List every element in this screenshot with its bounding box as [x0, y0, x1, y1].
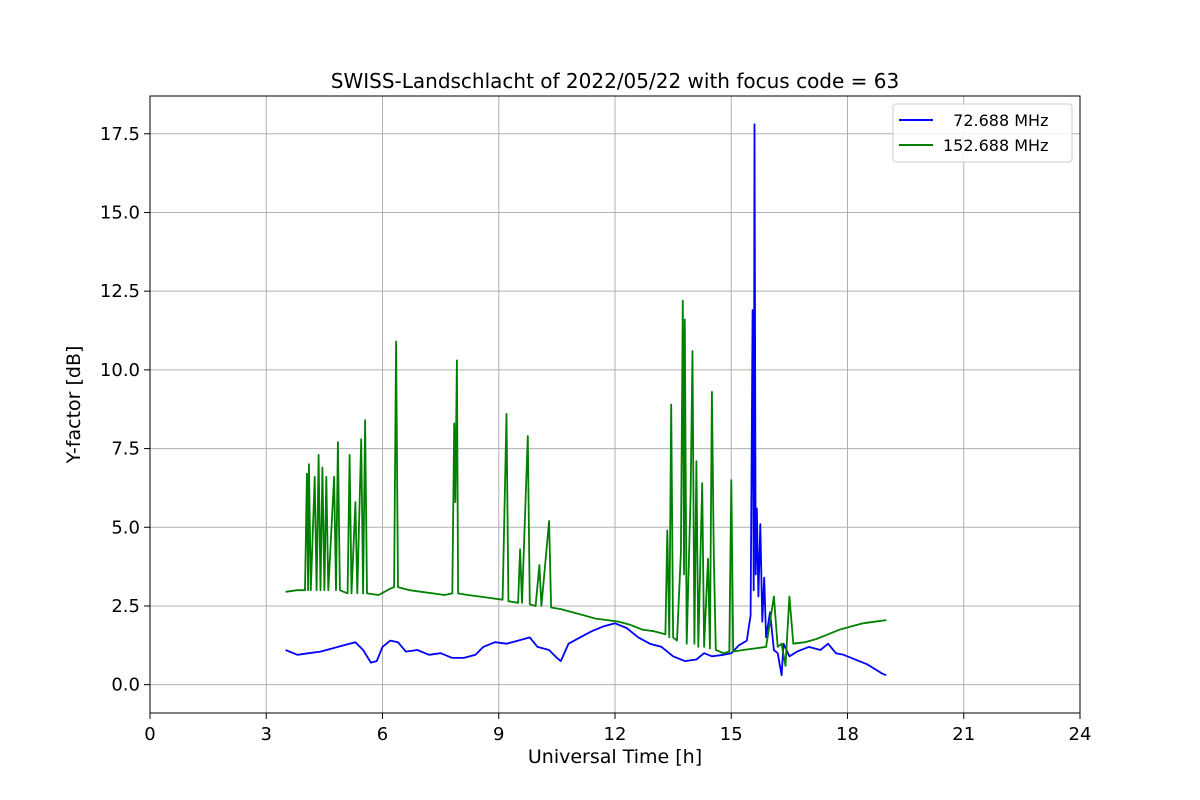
- x-axis-title: Universal Time [h]: [528, 746, 702, 768]
- x-tick-label: 24: [1069, 724, 1092, 745]
- x-tick-label: 3: [261, 724, 272, 745]
- x-tick-label: 18: [836, 724, 859, 745]
- y-tick-label: 0.0: [111, 675, 140, 696]
- y-tick-label: 17.5: [100, 124, 140, 145]
- series-layer: [285, 123, 887, 677]
- series-line-1: [285, 299, 887, 667]
- x-tick-label: 21: [952, 724, 975, 745]
- y-tick-label: 5.0: [111, 517, 140, 538]
- x-tick-label: 15: [720, 724, 743, 745]
- y-tick-label: 7.5: [111, 439, 140, 460]
- x-tick-label: 12: [604, 724, 627, 745]
- legend-box: [892, 103, 1073, 163]
- y-tick-label: 15.0: [100, 202, 140, 223]
- chart-title: SWISS-Landschlacht of 2022/05/22 with fo…: [331, 69, 899, 93]
- y-tick-label: 2.5: [111, 596, 140, 617]
- x-tick-label: 9: [493, 724, 504, 745]
- x-tick-label: 0: [144, 724, 155, 745]
- y-tick-label: 12.5: [100, 281, 140, 302]
- y-axis-title: Y-factor [dB]: [63, 346, 85, 465]
- legend: 72.688 MHz 152.688 MHz: [892, 103, 1073, 163]
- y-tick-label: 10.0: [100, 360, 140, 381]
- legend-label: 72.688 MHz: [943, 111, 1048, 130]
- x-tick-label: 6: [377, 724, 388, 745]
- legend-label: 152.688 MHz: [943, 136, 1048, 155]
- ticks-layer: 0 3 6 9 12 15 18 21 24 0.0 2.5 5.0 7.5 10.0 12.5 15.0 17…: [100, 124, 1092, 745]
